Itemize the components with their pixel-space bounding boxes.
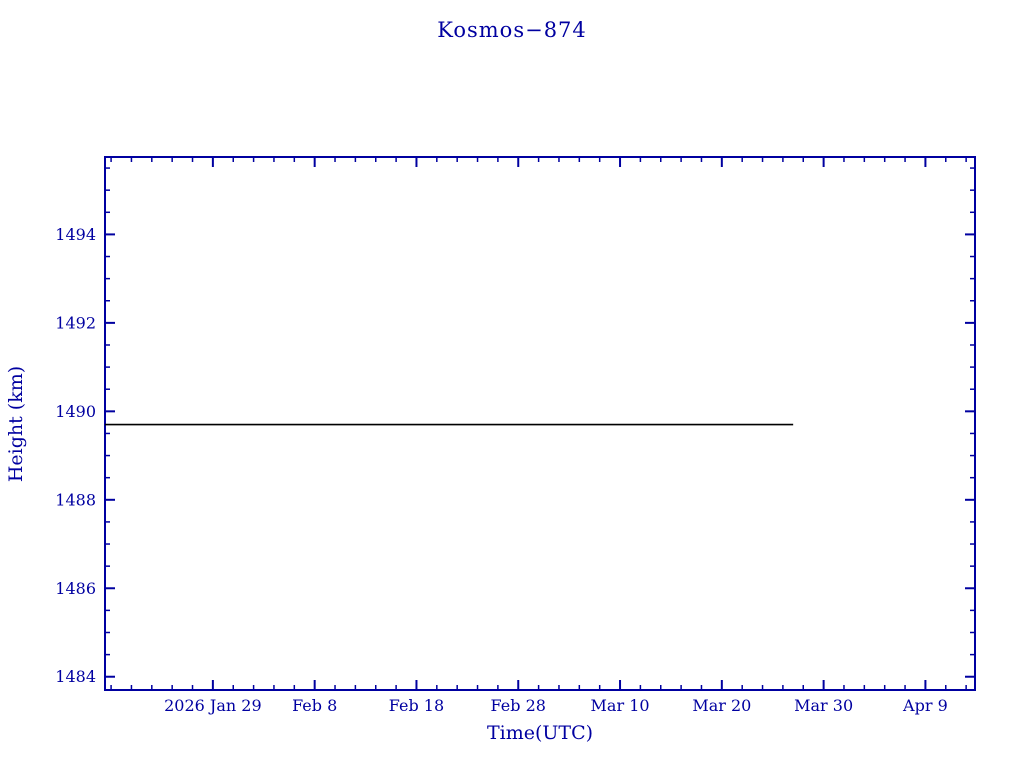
- x-tick-label: Mar 10: [591, 696, 650, 715]
- y-tick-label: 1490: [55, 402, 96, 421]
- x-tick-label: Mar 20: [692, 696, 751, 715]
- x-axis-label: Time(UTC): [487, 722, 593, 744]
- x-tick-label: Apr 9: [902, 696, 948, 715]
- x-tick-label: Feb 8: [292, 696, 337, 715]
- chart-title: Kosmos−874: [437, 18, 587, 42]
- x-tick-label: Mar 30: [794, 696, 853, 715]
- y-tick-label: 1488: [55, 490, 96, 509]
- y-tick-label: 1484: [55, 667, 96, 686]
- y-tick-label: 1486: [55, 579, 96, 598]
- y-tick-label: 1492: [55, 313, 96, 332]
- y-tick-label: 1494: [55, 225, 96, 244]
- x-tick-label: 2026 Jan 29: [164, 696, 262, 715]
- plot-frame: [104, 156, 976, 691]
- x-tick-label: Feb 18: [389, 696, 444, 715]
- x-tick-label: Feb 28: [491, 696, 546, 715]
- y-axis-label: Height (km): [5, 366, 27, 482]
- plot-area: 1484 1486 1488 1490 1492 1494 2026 Jan 29 Feb 8…: [55, 156, 976, 715]
